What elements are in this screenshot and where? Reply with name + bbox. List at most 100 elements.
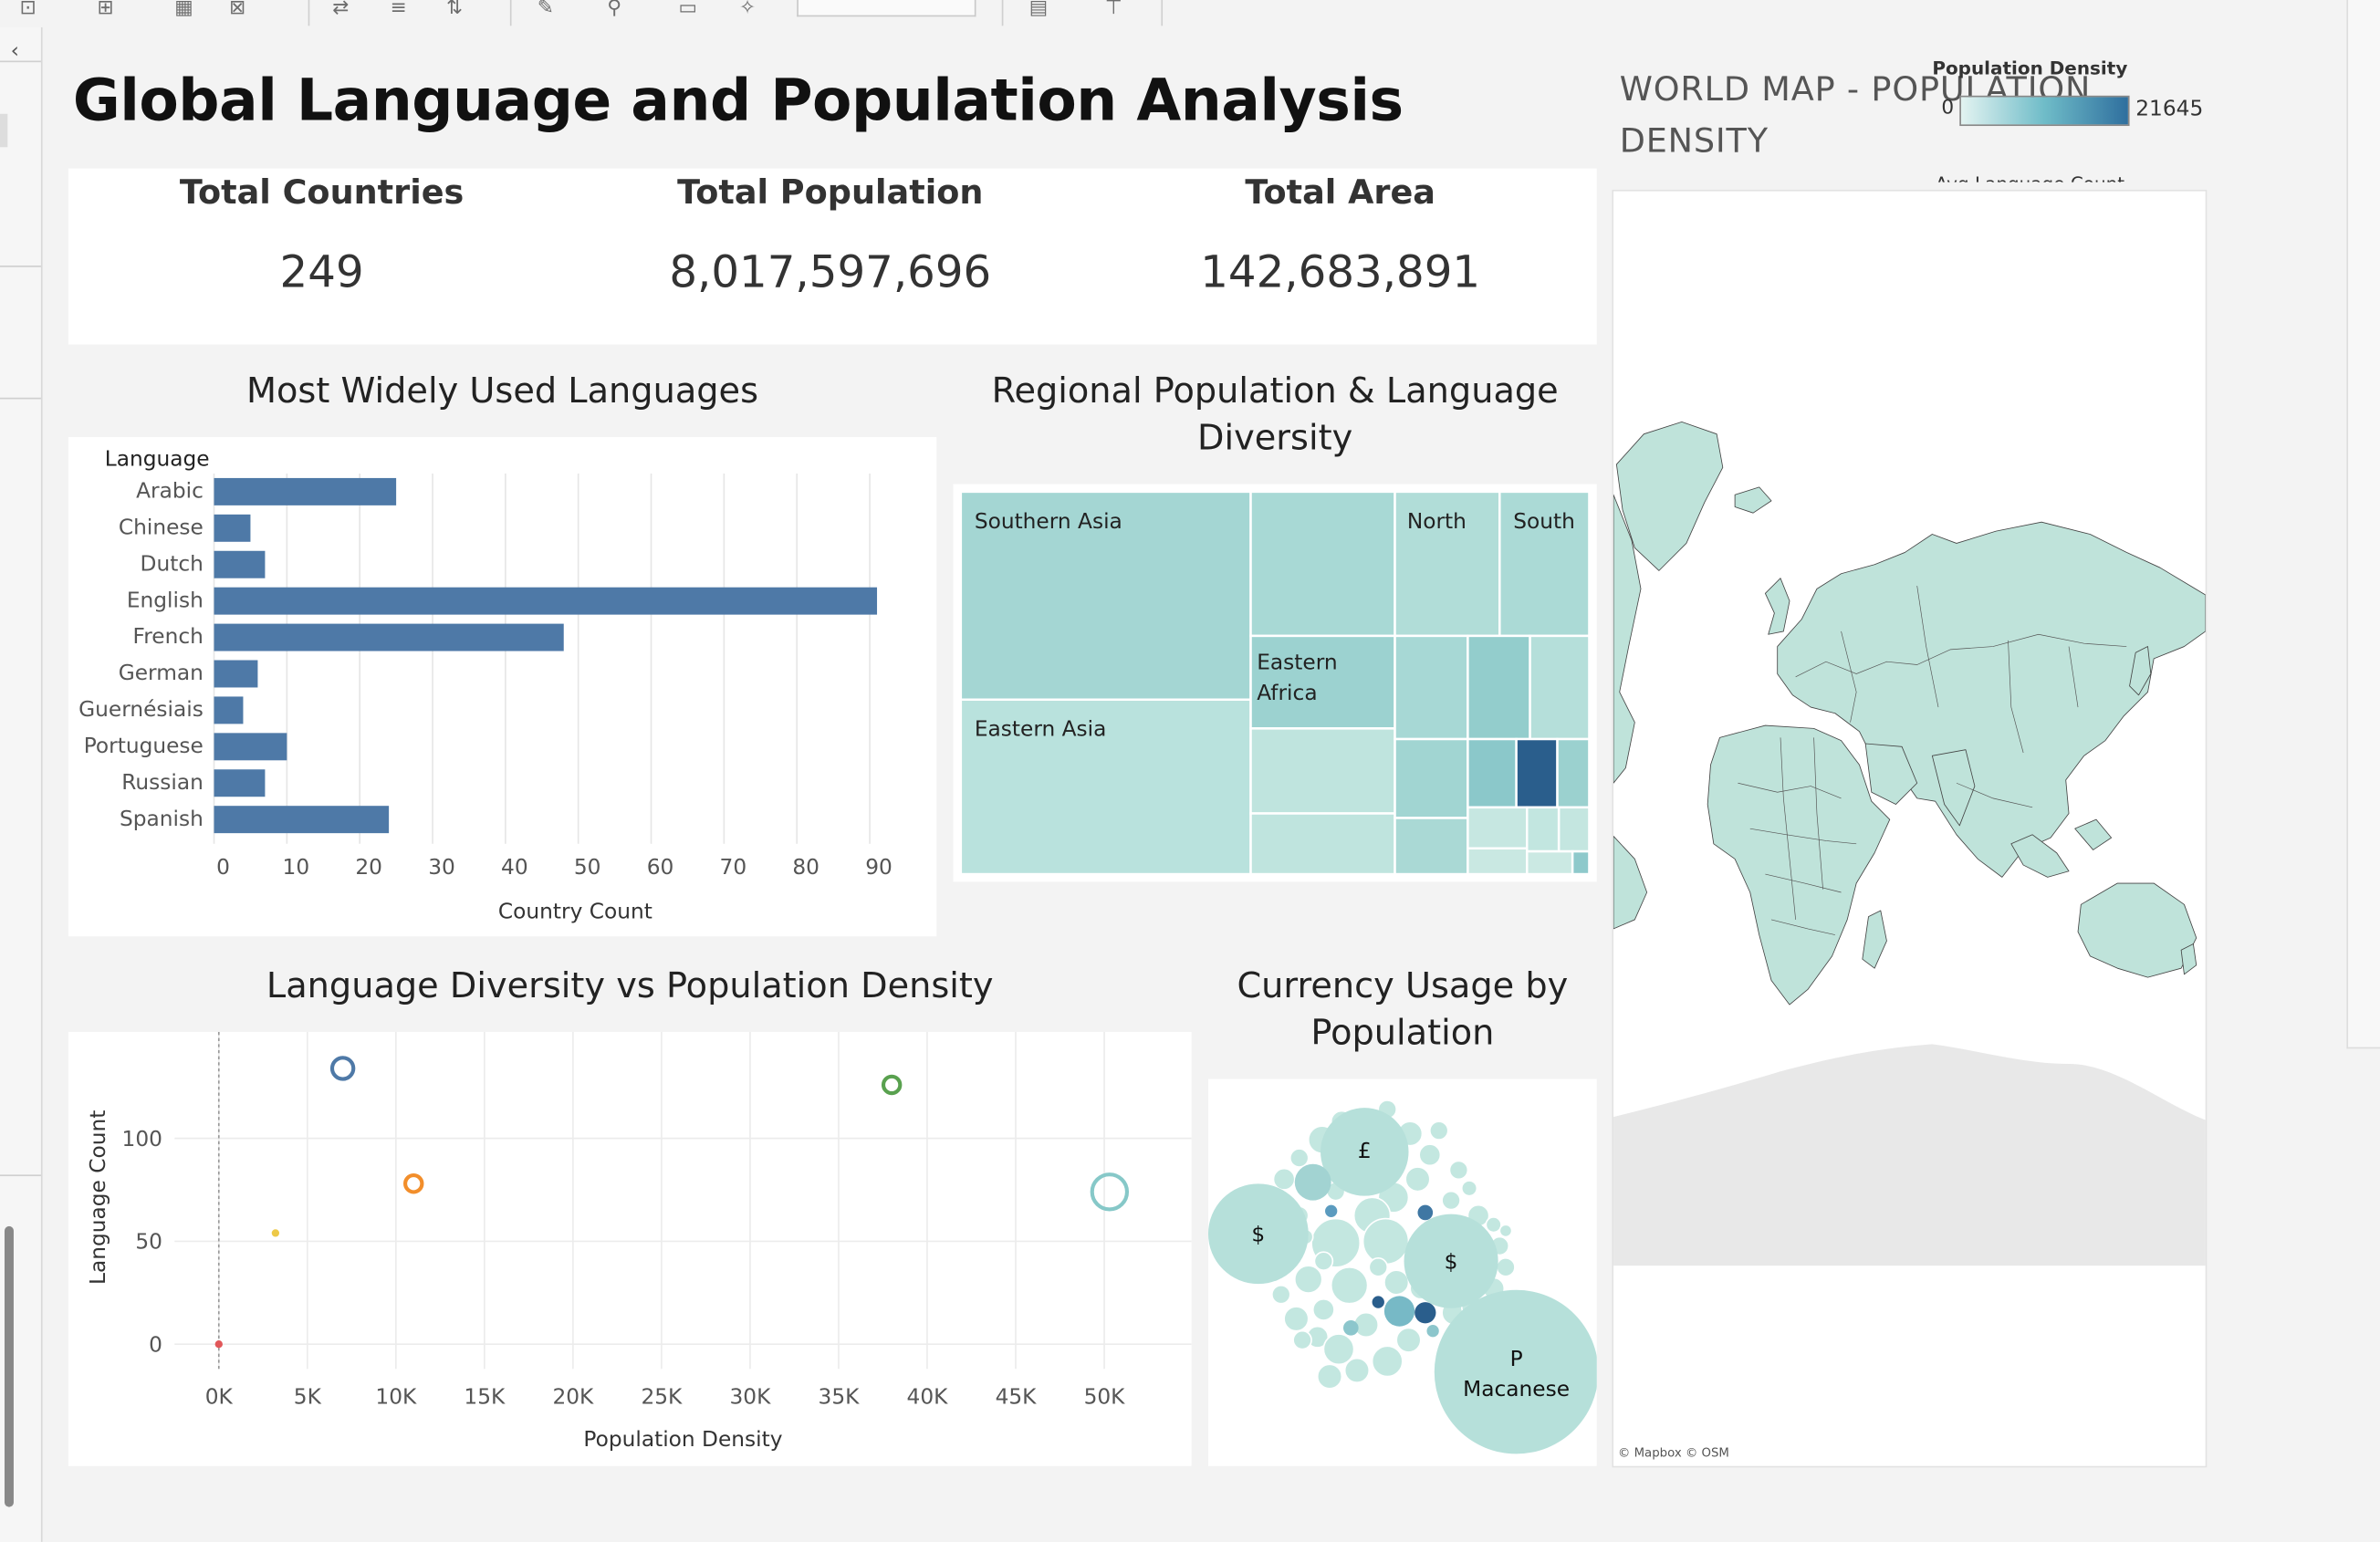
bar-english[interactable] — [214, 587, 878, 615]
bubble[interactable] — [1325, 1204, 1338, 1217]
scatter-point[interactable] — [881, 1074, 903, 1096]
treemap-cell[interactable] — [1571, 849, 1591, 876]
bubble[interactable] — [1272, 1167, 1296, 1191]
bar-chart-panel[interactable]: Language 0 10 20 30 40 50 60 70 80 90 Arabic Chines… — [68, 437, 937, 937]
bubble[interactable] — [1342, 1320, 1359, 1336]
show-me-icon[interactable]: ▤ — [1028, 0, 1049, 20]
bubble-label-pataca-symbol: P — [1510, 1347, 1523, 1371]
bubble[interactable] — [1311, 1297, 1335, 1321]
treemap-cell[interactable] — [1394, 737, 1469, 819]
bar-dutch[interactable] — [214, 550, 266, 578]
bar-russian[interactable] — [214, 769, 266, 797]
bar-french[interactable] — [214, 623, 564, 651]
bubble[interactable] — [1316, 1363, 1343, 1390]
bubble[interactable] — [1428, 1120, 1449, 1141]
chevron-left-icon[interactable]: ‹ — [10, 39, 19, 64]
sort-asc-icon[interactable]: ≡ — [390, 0, 407, 20]
bubble[interactable] — [1448, 1160, 1469, 1181]
scatter-point[interactable] — [1090, 1172, 1130, 1212]
world-map-panel[interactable] — [1612, 189, 2208, 1468]
fit-dropdown[interactable] — [797, 0, 976, 17]
bar-portuguese[interactable] — [214, 733, 287, 761]
bubble[interactable] — [1460, 1180, 1478, 1197]
treemap-cell[interactable] — [1249, 490, 1396, 638]
treemap-cell[interactable] — [1526, 849, 1574, 876]
treemap-cell[interactable] — [1557, 806, 1591, 853]
scatter-point[interactable] — [403, 1173, 424, 1194]
bubble[interactable] — [1343, 1357, 1371, 1384]
duplicate-sheet-icon[interactable]: ▦ — [174, 0, 193, 20]
treemap-cell[interactable] — [1529, 634, 1591, 741]
treemap-panel[interactable]: Southern Asia Eastern Asia North South E… — [953, 484, 1597, 882]
left-sidebar-collapsed: ‹ — [0, 26, 43, 1542]
bubble[interactable] — [1362, 1217, 1410, 1266]
treemap-cell[interactable] — [1394, 817, 1469, 876]
bubble[interactable] — [1270, 1284, 1291, 1305]
bar-chinese[interactable] — [214, 514, 251, 542]
bubble-macanese[interactable] — [1434, 1289, 1599, 1454]
bubble[interactable] — [1496, 1257, 1516, 1277]
group-icon[interactable]: ⚲ — [607, 0, 622, 20]
bubble[interactable] — [1372, 1296, 1384, 1308]
treemap-cell-highlight[interactable] — [1515, 737, 1559, 809]
bar-arabic[interactable] — [214, 477, 397, 505]
bubble[interactable] — [1414, 1302, 1436, 1324]
bubble-dollar-left[interactable] — [1207, 1183, 1309, 1285]
treemap-cell[interactable] — [1467, 847, 1529, 876]
treemap-cell-south[interactable] — [1498, 490, 1591, 638]
kpi-value: 249 — [279, 245, 364, 298]
scatter-x-tick: 40K — [907, 1385, 949, 1410]
presentation-icon[interactable]: ⊤ — [1104, 0, 1122, 20]
treemap-cell-north[interactable] — [1394, 490, 1501, 638]
bubble[interactable] — [1418, 1143, 1442, 1167]
bubble[interactable] — [1485, 1216, 1502, 1234]
sort-desc-icon[interactable]: ⇅ — [446, 0, 464, 20]
bubble[interactable] — [1498, 1224, 1513, 1238]
bubble[interactable] — [1417, 1204, 1434, 1221]
treemap-cell[interactable] — [1467, 806, 1529, 850]
bubble[interactable] — [1368, 1257, 1389, 1277]
treemap-cell[interactable] — [1467, 634, 1531, 741]
bubble[interactable] — [1371, 1345, 1404, 1378]
bubble[interactable] — [1383, 1269, 1410, 1296]
bar-spanish[interactable] — [214, 806, 390, 834]
bar-german[interactable] — [214, 660, 258, 688]
scatter-panel[interactable]: 0K 5K 10K 15K 20K 25K 30K 35K 40K 45K 50K 0 50 100 Po… — [68, 1032, 1192, 1466]
bubble[interactable] — [1313, 1251, 1334, 1271]
bubble[interactable] — [1322, 1333, 1355, 1366]
bar-guernésiais[interactable] — [214, 696, 244, 724]
scatter-point[interactable] — [329, 1056, 356, 1081]
sidebar-tab-marker[interactable] — [0, 113, 8, 148]
bubble[interactable] — [1404, 1166, 1431, 1193]
highlight-icon[interactable]: ✎ — [537, 0, 554, 20]
treemap-cell[interactable] — [1556, 737, 1591, 809]
scatter-point[interactable] — [214, 1340, 223, 1349]
bubble[interactable] — [1294, 1163, 1331, 1201]
bubble-panel[interactable]: £ $ $ P Macanese — [1207, 1078, 1599, 1466]
treemap-cell-eastern-africa[interactable] — [1249, 634, 1396, 730]
bubble[interactable] — [1283, 1306, 1310, 1332]
treemap-cell[interactable] — [1249, 812, 1396, 876]
clear-sheet-icon[interactable]: ⊠ — [229, 0, 246, 20]
bubble[interactable] — [1289, 1148, 1310, 1168]
bubble[interactable] — [1293, 1265, 1323, 1294]
treemap-cell[interactable] — [1526, 806, 1561, 853]
bubble[interactable] — [1426, 1325, 1439, 1338]
swap-icon[interactable]: ⇄ — [332, 0, 350, 20]
bubble-dollar-right[interactable] — [1404, 1214, 1498, 1308]
bubble[interactable] — [1441, 1190, 1461, 1211]
bubble[interactable] — [1395, 1327, 1422, 1353]
vertical-scrollbar[interactable] — [4, 1225, 14, 1507]
pin-icon[interactable]: ✧ — [739, 0, 757, 20]
bubble-pound[interactable] — [1320, 1108, 1409, 1196]
show-labels-icon[interactable]: ▭ — [678, 0, 697, 20]
treemap-cell[interactable] — [1249, 727, 1396, 815]
bubble[interactable] — [1383, 1296, 1415, 1327]
add-sheet-icon[interactable]: ⊞ — [97, 0, 114, 20]
new-worksheet-icon[interactable]: ⊡ — [19, 0, 37, 20]
treemap-cell[interactable] — [1467, 737, 1518, 809]
bubble[interactable] — [1292, 1329, 1312, 1350]
bubble[interactable] — [1330, 1266, 1369, 1305]
scatter-point[interactable] — [271, 1229, 280, 1237]
treemap-cell[interactable] — [1394, 634, 1469, 741]
